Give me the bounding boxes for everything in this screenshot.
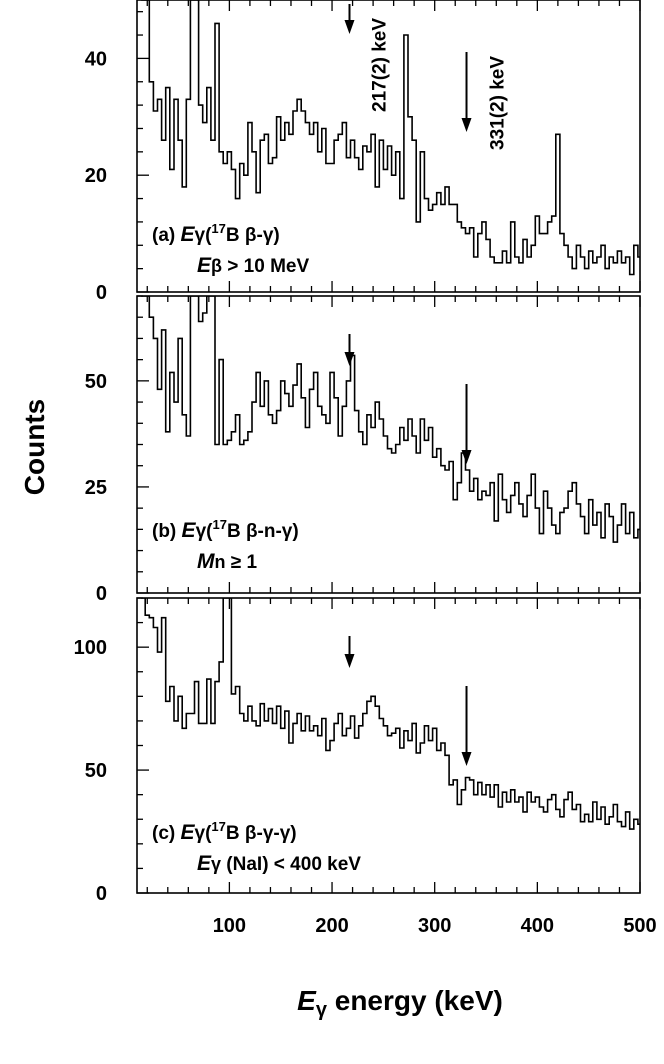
panel-frame-a xyxy=(136,0,641,293)
label-gamma: γ xyxy=(195,823,206,844)
label2-symbol: M xyxy=(197,550,215,573)
panel-frame-c xyxy=(136,597,641,894)
label-prefix: (b) xyxy=(152,521,182,542)
label-gamma: γ xyxy=(195,225,206,246)
histogram-a xyxy=(141,0,640,276)
label2-sub: n xyxy=(215,552,226,572)
y-tick-label: 25 xyxy=(85,477,107,499)
label-E: E xyxy=(182,519,197,542)
label-prefix: (a) xyxy=(152,225,181,246)
y-tick-label: 50 xyxy=(85,371,107,393)
arrow-head xyxy=(461,450,472,464)
arrow-head xyxy=(461,118,472,132)
label2-rest: ≥ 1 xyxy=(226,552,258,573)
y-tick-label: 50 xyxy=(85,760,107,782)
label-rest: B β-n-γ) xyxy=(227,521,299,542)
arrow-head xyxy=(344,20,355,34)
panel-frame-b xyxy=(136,295,641,594)
x-tick-label: 100 xyxy=(213,915,246,937)
histogram-c xyxy=(141,598,640,830)
arrow-head xyxy=(344,654,355,668)
peak-label: 217(2) keV xyxy=(369,18,390,112)
panel-label-line2: Mn ≥ 1 xyxy=(197,550,257,573)
y-axis-title: Counts xyxy=(19,399,50,495)
x-axis-title-rest: energy (keV) xyxy=(327,985,503,1016)
x-tick-labels: 100 200 300 400 500 xyxy=(213,915,657,937)
panel-label-line2: Eβ > 10 MeV xyxy=(197,254,309,277)
label-E: E xyxy=(181,223,196,246)
y-tick-label: 20 xyxy=(85,165,107,187)
panel-label-line2: Eγ (NaI) < 400 keV xyxy=(197,852,361,875)
label-rest: B β-γ) xyxy=(226,225,280,246)
x-tick-label: 300 xyxy=(418,915,451,937)
x-axis-title-symbol: E xyxy=(297,985,317,1016)
x-axis-title: Eγ energy (keV) xyxy=(297,985,503,1021)
label-mass: 17 xyxy=(212,517,226,532)
histogram-b xyxy=(141,296,640,543)
label2-symbol: E xyxy=(197,852,212,875)
label-paren: ( xyxy=(206,521,213,542)
label-paren: ( xyxy=(205,823,212,844)
label2-symbol: E xyxy=(197,254,212,277)
y-tick-label: 40 xyxy=(85,48,107,70)
label2-rest: > 10 MeV xyxy=(222,256,309,277)
peak-label: 331(2) keV xyxy=(488,56,509,150)
y-tick-label: 0 xyxy=(96,583,107,605)
panel-label-line1: (b) Eγ(17B β-n-γ) xyxy=(152,517,299,542)
label-rest: B β-γ-γ) xyxy=(226,823,297,844)
label-gamma: γ xyxy=(196,521,207,542)
label-paren: ( xyxy=(205,225,212,246)
y-tick-label: 0 xyxy=(96,883,107,905)
x-tick-label: 500 xyxy=(623,915,656,937)
y-tick-label: 100 xyxy=(74,637,107,659)
arrow-head xyxy=(461,752,472,766)
label2-sub: β xyxy=(211,256,222,276)
y-tick-label: 0 xyxy=(96,282,107,304)
x-tick-label: 200 xyxy=(315,915,348,937)
x-axis-title-subscript: γ xyxy=(316,999,328,1021)
panel-label-line1: (c) Eγ(17B β-γ-γ) xyxy=(152,819,297,844)
label-E: E xyxy=(181,821,196,844)
label-mass: 17 xyxy=(211,819,225,834)
label2-sub: γ xyxy=(211,854,221,874)
label2-rest: (NaI) < 400 keV xyxy=(221,854,361,875)
panel-b: 0 25 50 (b) Eγ(17B β-n-γ) Mn ≥ 1 xyxy=(85,295,641,605)
label-prefix: (c) xyxy=(152,823,181,844)
arrow-head xyxy=(344,352,355,366)
panel-label-line1: (a) Eγ(17B β-γ) xyxy=(152,221,280,246)
x-tick-label: 400 xyxy=(521,915,554,937)
label-mass: 17 xyxy=(211,221,225,236)
